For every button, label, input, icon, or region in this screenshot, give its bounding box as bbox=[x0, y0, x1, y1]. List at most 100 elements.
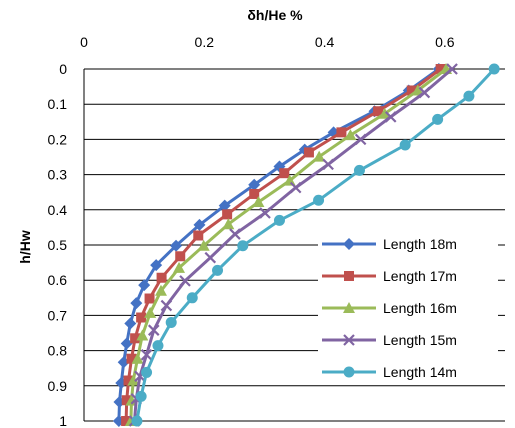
data-point bbox=[463, 90, 475, 102]
data-point bbox=[313, 150, 326, 162]
data-point bbox=[170, 239, 183, 252]
data-point bbox=[130, 297, 143, 310]
data-point bbox=[399, 139, 411, 151]
data-point bbox=[156, 272, 167, 283]
data-point bbox=[303, 147, 314, 158]
data-point bbox=[121, 416, 132, 426]
data-point bbox=[120, 337, 133, 350]
data-point bbox=[378, 107, 391, 119]
y-tick-label: 0.2 bbox=[48, 131, 68, 147]
data-point bbox=[252, 196, 265, 208]
x-tick-label: 0.6 bbox=[435, 34, 455, 50]
data-point bbox=[147, 324, 160, 336]
data-point bbox=[186, 292, 198, 304]
legend-entry: Length 18m bbox=[318, 231, 498, 257]
data-point bbox=[259, 207, 271, 219]
legend-marker bbox=[344, 271, 354, 281]
data-point bbox=[141, 366, 153, 378]
data-point bbox=[121, 395, 132, 406]
data-point bbox=[229, 228, 241, 240]
legend-label: Length 16m bbox=[383, 300, 457, 316]
legend-entry: Length 17m bbox=[318, 263, 498, 289]
legend-marker bbox=[343, 334, 355, 346]
series bbox=[112, 63, 500, 427]
legend-entry: Length 16m bbox=[318, 295, 498, 321]
y-tick-label: 0 bbox=[59, 61, 67, 77]
y-tick-label: 0.5 bbox=[48, 237, 68, 253]
y-axis-title: h/Hw bbox=[17, 230, 33, 264]
data-point bbox=[218, 199, 231, 212]
data-point bbox=[165, 316, 177, 328]
legend-entry: Length 15m bbox=[318, 327, 498, 353]
y-tick-label: 0.4 bbox=[48, 202, 68, 218]
legend-label: Length 15m bbox=[383, 332, 457, 348]
data-point bbox=[279, 168, 290, 179]
data-point bbox=[488, 63, 500, 75]
y-tick-label: 0.9 bbox=[48, 378, 68, 394]
series-5 bbox=[131, 63, 500, 427]
data-point bbox=[222, 209, 233, 220]
x-tick-label: 0.4 bbox=[315, 34, 335, 50]
data-point bbox=[136, 312, 147, 323]
data-point bbox=[173, 261, 186, 273]
data-point bbox=[204, 251, 217, 264]
data-point bbox=[131, 415, 143, 427]
data-point bbox=[373, 106, 384, 117]
data-point bbox=[197, 239, 210, 251]
data-point bbox=[140, 349, 153, 361]
series-line bbox=[133, 67, 454, 422]
data-point bbox=[446, 63, 458, 75]
data-point bbox=[411, 84, 424, 96]
axes: 0 0.1 0.2 0.3 0.4 0.5 0.6 0.7 0.8 0.9 1 0 0.2 0.4 0.6 bbox=[48, 34, 455, 428]
series-2 bbox=[121, 64, 446, 426]
data-point bbox=[289, 181, 302, 194]
data-point bbox=[283, 174, 296, 186]
y-tick-label: 0.8 bbox=[48, 343, 68, 359]
y-tick-label: 0.6 bbox=[48, 272, 68, 288]
data-point bbox=[130, 333, 141, 344]
y-tick-label: 0.7 bbox=[48, 307, 68, 323]
legend-label: Length 17m bbox=[383, 268, 457, 284]
data-point bbox=[179, 275, 191, 287]
data-point bbox=[322, 158, 334, 171]
legend-marker bbox=[343, 238, 355, 250]
data-point bbox=[117, 356, 130, 369]
data-point bbox=[138, 279, 151, 292]
data-point bbox=[313, 194, 325, 206]
legend-marker bbox=[343, 302, 355, 313]
y-tick-label: 1 bbox=[59, 413, 67, 428]
data-point bbox=[384, 111, 397, 123]
data-point bbox=[273, 214, 285, 226]
y-tick-label: 0.3 bbox=[48, 167, 68, 183]
data-point bbox=[248, 178, 261, 191]
legend-label: Length 18m bbox=[383, 236, 457, 252]
data-point bbox=[160, 299, 173, 312]
data-point bbox=[406, 85, 417, 96]
data-point bbox=[127, 374, 140, 386]
data-point bbox=[135, 390, 147, 402]
data-point bbox=[152, 340, 164, 352]
data-point bbox=[418, 86, 431, 99]
y-tick-label: 0.1 bbox=[48, 96, 68, 112]
x-tick-label: 0.2 bbox=[195, 34, 215, 50]
data-point bbox=[249, 188, 260, 199]
data-point bbox=[136, 329, 149, 341]
legend-label: Length 14m bbox=[383, 364, 457, 380]
x-tick-label: 0 bbox=[80, 34, 88, 50]
data-point bbox=[336, 127, 347, 138]
data-point bbox=[353, 164, 365, 176]
data-point bbox=[193, 218, 206, 231]
data-point bbox=[432, 113, 444, 125]
data-point bbox=[154, 284, 167, 296]
grid bbox=[84, 68, 505, 422]
data-point bbox=[124, 317, 137, 330]
data-point bbox=[193, 230, 204, 241]
x-axis-title: δh/He % bbox=[247, 7, 303, 23]
data-point bbox=[435, 64, 446, 74]
data-point bbox=[175, 251, 186, 262]
data-point bbox=[144, 306, 157, 318]
data-point bbox=[212, 264, 224, 276]
data-point bbox=[222, 218, 235, 230]
data-point bbox=[150, 259, 163, 272]
